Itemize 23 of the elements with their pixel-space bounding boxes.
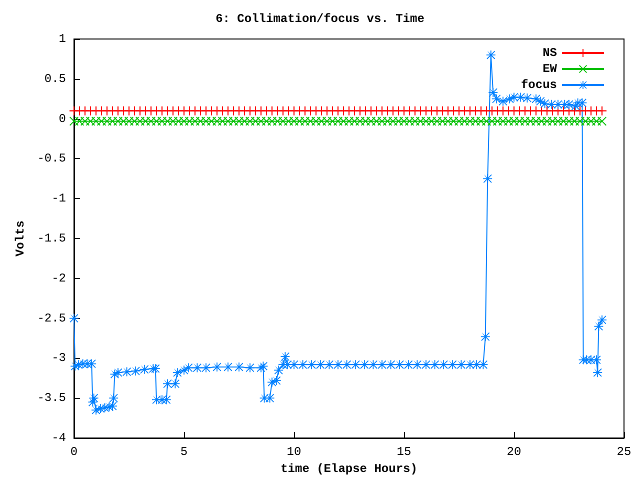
y-tick-label: -0.5 — [37, 152, 66, 166]
y-tick-label: -1.5 — [37, 232, 66, 246]
x-tick-label: 25 — [616, 445, 632, 459]
x-tick-label: 10 — [286, 445, 302, 459]
y-tick-label: -1 — [52, 192, 66, 206]
y-tick-label: 1 — [58, 32, 66, 46]
y-axis-title: Volts — [13, 220, 28, 257]
legend-label: focus — [520, 78, 557, 92]
x-axis-title: time (Elapse Hours) — [280, 462, 418, 476]
y-tick-label: -3 — [52, 351, 66, 366]
legend-label: EW — [542, 62, 558, 76]
y-tick-label: -2.5 — [37, 311, 66, 326]
x-tick-label: 20 — [506, 445, 522, 459]
x-tick-label: 5 — [180, 445, 188, 459]
legend-label: NS — [542, 46, 557, 60]
x-tick-label: 0 — [70, 445, 78, 459]
y-tick-label: 0 — [58, 112, 66, 126]
y-tick-label: -3.5 — [37, 391, 66, 406]
y-tick-label: -4 — [52, 431, 66, 445]
y-tick-label: -2 — [52, 271, 66, 286]
y-tick-label: 0.5 — [44, 72, 66, 86]
x-tick-label: 15 — [396, 445, 412, 459]
chart-title: 6: Collimation/focus vs. Time — [216, 12, 424, 26]
